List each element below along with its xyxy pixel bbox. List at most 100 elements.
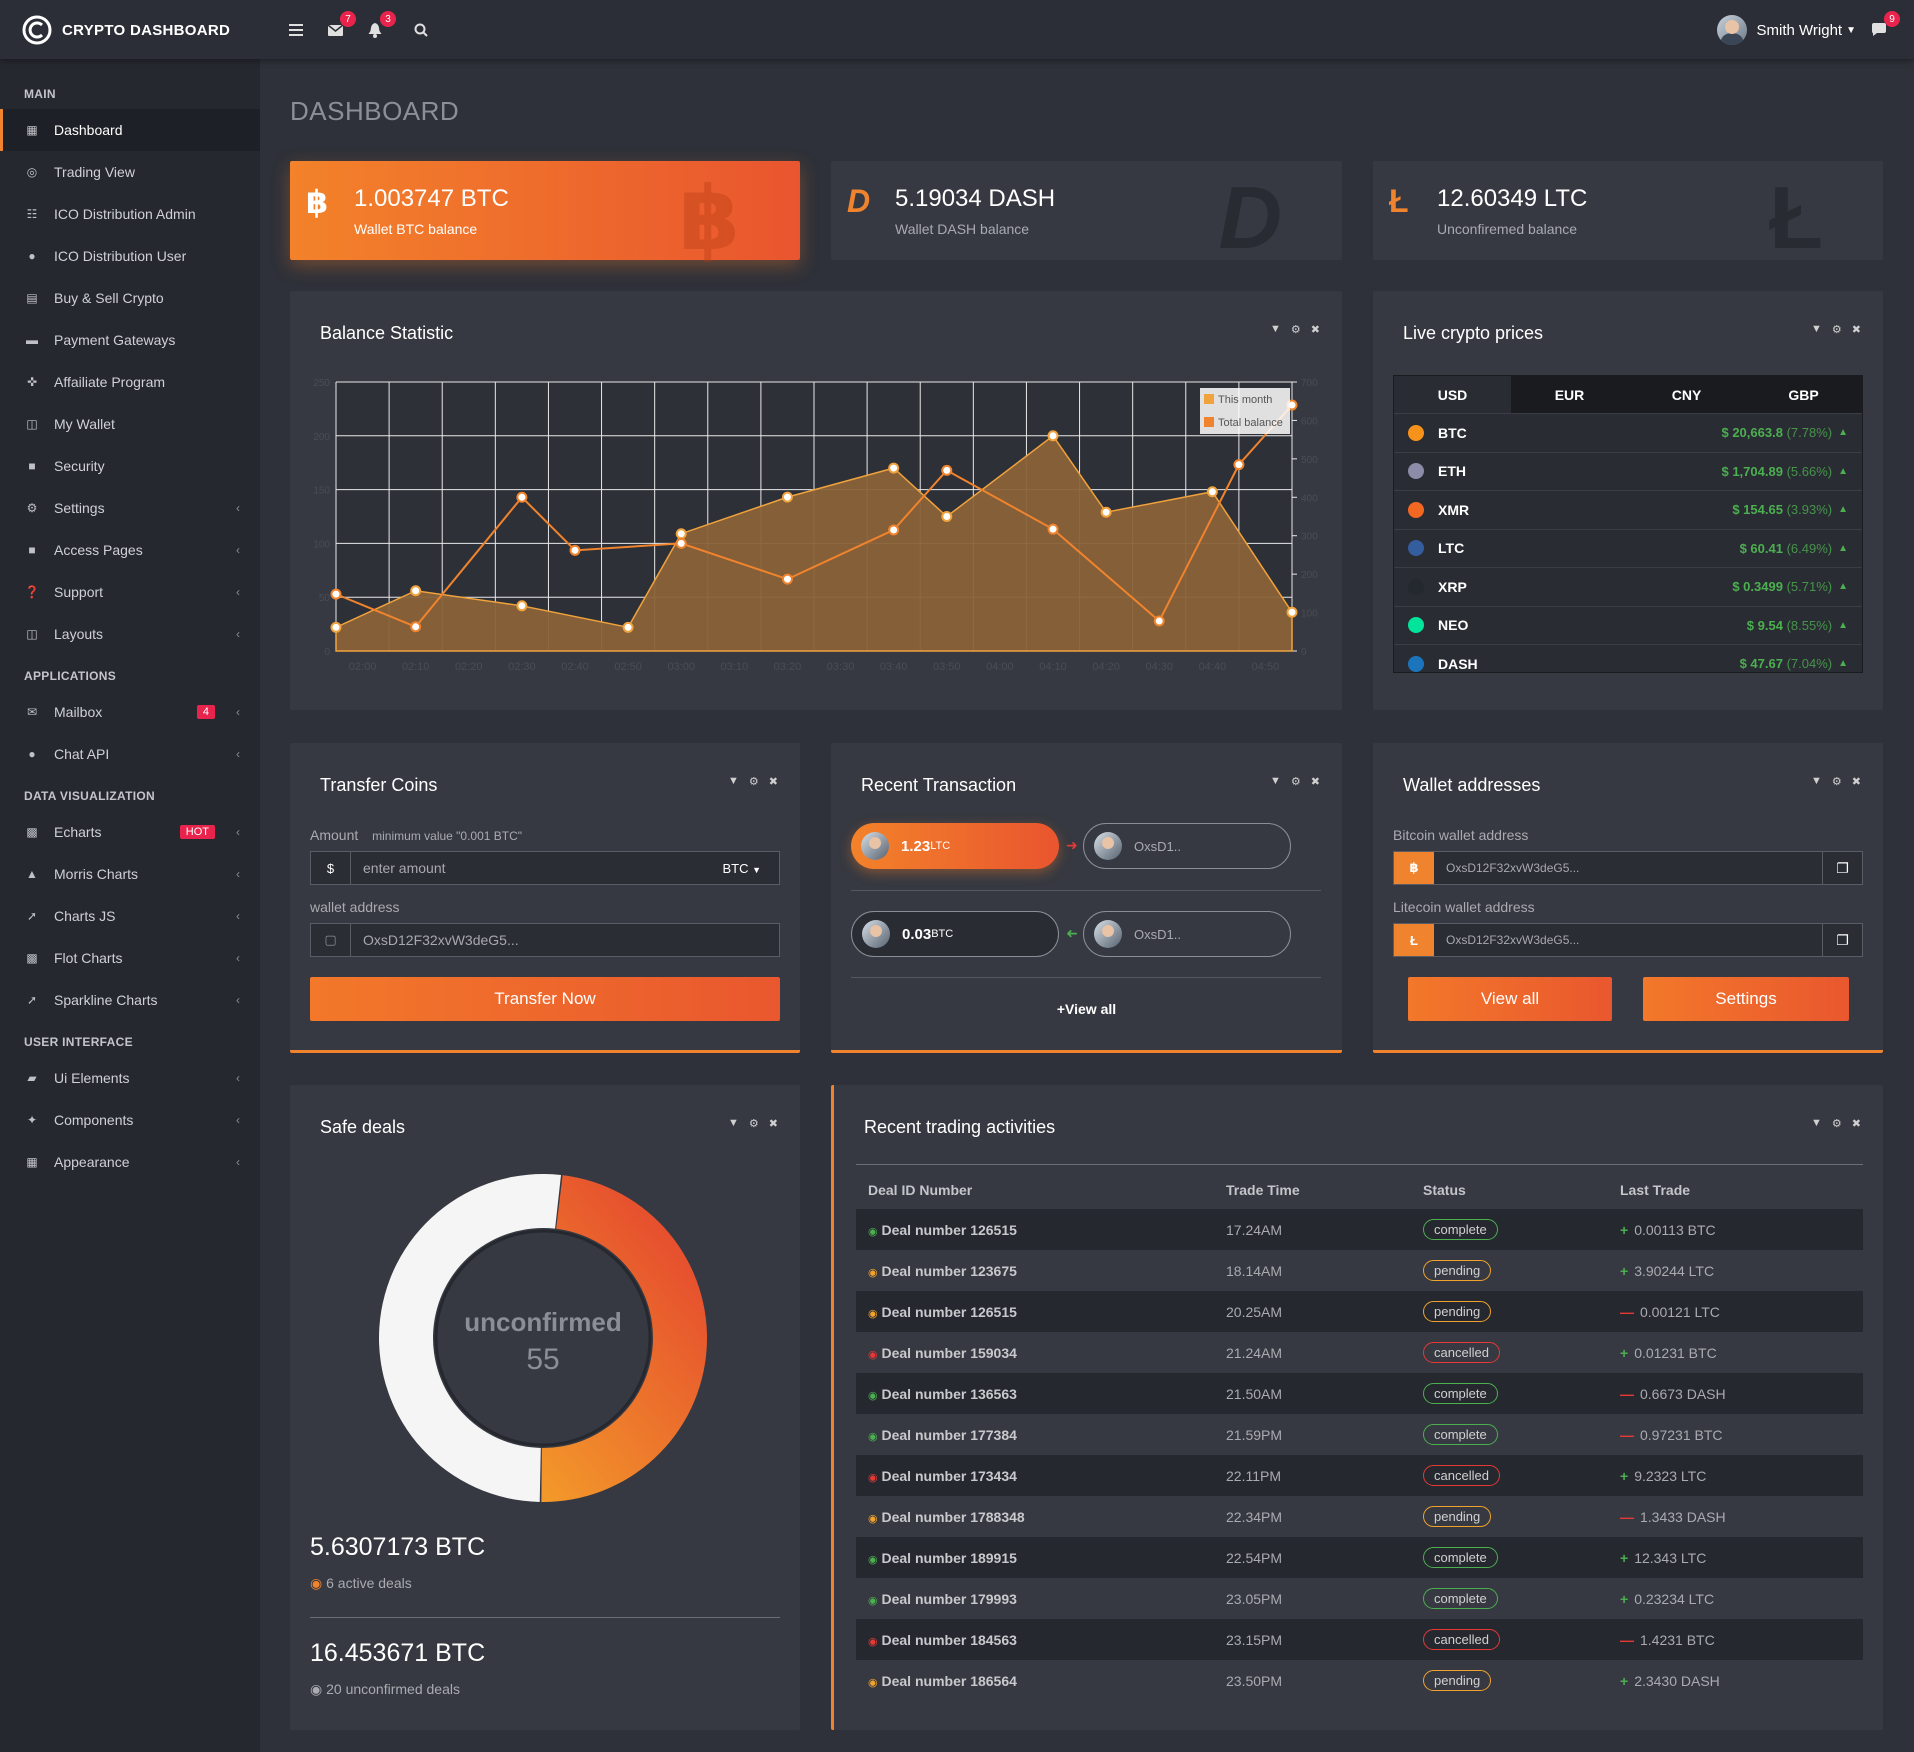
- wallet-input[interactable]: ▢ OxsD12F32xvW3deG5...: [310, 923, 780, 957]
- search-icon[interactable]: [410, 19, 432, 41]
- sidebar-item-chat-api[interactable]: ● Chat API ‹: [0, 733, 260, 775]
- tx-from-pill[interactable]: 0.03 BTC: [851, 911, 1059, 957]
- sidebar-item-access-pages[interactable]: ■ Access Pages ‹: [0, 529, 260, 571]
- copy-icon[interactable]: ❐: [1822, 852, 1862, 884]
- chat-icon[interactable]: 9: [1868, 11, 1900, 41]
- sidebar-item-payment-gateways[interactable]: ▬ Payment Gateways: [0, 319, 260, 361]
- price-row[interactable]: XMR $ 154.65 (3.93%) ▲: [1394, 490, 1862, 529]
- gear-icon[interactable]: ⚙: [1831, 776, 1842, 788]
- table-row[interactable]: ◉ Deal number 173434 22.11PM cancelled +9.2…: [856, 1455, 1863, 1496]
- sidebar-item-my-wallet[interactable]: ◫ My Wallet: [0, 403, 260, 445]
- price-row[interactable]: ETH $ 1,704.89 (5.66%) ▲: [1394, 451, 1862, 491]
- table-row[interactable]: ◉ Deal number 159034 21.24AM cancelled +0.0…: [856, 1332, 1863, 1373]
- sidebar-item-echarts[interactable]: ▩ Echarts HOT ‹: [0, 811, 260, 853]
- close-icon[interactable]: ✖: [1851, 776, 1861, 788]
- collapse-icon[interactable]: ▼: [1270, 323, 1281, 335]
- tab-gbp[interactable]: GBP: [1788, 386, 1819, 403]
- copy-icon[interactable]: ❐: [1822, 924, 1862, 956]
- gear-icon[interactable]: ⚙: [1290, 776, 1301, 788]
- sidebar-item-trading-view[interactable]: ◎ Trading View: [0, 151, 260, 193]
- tab-usd[interactable]: USD: [1394, 376, 1511, 413]
- close-icon[interactable]: ✖: [1851, 324, 1861, 336]
- collapse-icon[interactable]: ▼: [728, 1117, 739, 1129]
- deal-cell: ◉ Deal number 173434: [868, 1467, 1017, 1484]
- sidebar-item-ico-distribution-user[interactable]: ● ICO Distribution User: [0, 235, 260, 277]
- gear-icon[interactable]: ⚙: [748, 1118, 759, 1130]
- collapse-icon[interactable]: ▼: [1811, 1117, 1822, 1129]
- menu-toggle-icon[interactable]: [285, 19, 307, 41]
- bell-icon[interactable]: 3: [364, 11, 396, 41]
- table-row[interactable]: ◉ Deal number 136563 21.50AM complete —0.66…: [856, 1373, 1863, 1414]
- collapse-icon[interactable]: ▼: [1270, 775, 1281, 787]
- close-icon[interactable]: ✖: [768, 776, 778, 788]
- view-all-link[interactable]: +View all: [1056, 1001, 1117, 1017]
- status-badge: complete: [1423, 1219, 1498, 1240]
- sidebar-item-ui-elements[interactable]: ▰ Ui Elements ‹: [0, 1057, 260, 1099]
- collapse-icon[interactable]: ▼: [1811, 775, 1822, 787]
- table-row[interactable]: ◉ Deal number 186564 23.50PM pending +2.343…: [856, 1660, 1863, 1701]
- close-icon[interactable]: ✖: [1851, 1118, 1861, 1130]
- sidebar-item-layouts[interactable]: ◫ Layouts ‹: [0, 613, 260, 655]
- this-month-point: [410, 585, 422, 597]
- transfer-now-button[interactable]: Transfer Now: [310, 977, 780, 1021]
- balance-statistic-card: Balance Statistic ▼ ⚙ ✖ 0 50 100 150 200 250 0…: [290, 291, 1342, 710]
- sidebar-item-affailiate-program[interactable]: ✜ Affailiate Program: [0, 361, 260, 403]
- sidebar-item-dashboard[interactable]: ▦ Dashboard: [0, 109, 260, 151]
- close-icon[interactable]: ✖: [1310, 776, 1320, 788]
- collapse-icon[interactable]: ▼: [1811, 323, 1822, 335]
- stat-card-btc: ฿ 1.003747 BTC Wallet BTC balance ฿: [290, 161, 800, 268]
- close-icon[interactable]: ✖: [768, 1118, 778, 1130]
- btc-wallet-input[interactable]: ฿ OxsD12F32xvW3deG5... ❐: [1393, 851, 1863, 885]
- sidebar-item-components[interactable]: ✦ Components ‹: [0, 1099, 260, 1141]
- currency-select[interactable]: BTC ▼: [722, 860, 761, 876]
- sidebar-item-morris-charts[interactable]: ▲ Morris Charts ‹: [0, 853, 260, 895]
- view-all-button[interactable]: View all: [1408, 977, 1612, 1021]
- sidebar-item-settings[interactable]: ⚙ Settings ‹: [0, 487, 260, 529]
- price-row[interactable]: BTC $ 20,663.8 (7.78%) ▲: [1394, 413, 1862, 452]
- sidebar-item-security[interactable]: ■ Security: [0, 445, 260, 487]
- top-bar: CRYPTO DASHBOARD 7 3 Smith Wright ▼ 9: [0, 0, 1914, 59]
- sidebar-item-support[interactable]: ❓ Support ‹: [0, 571, 260, 613]
- tab-eur[interactable]: EUR: [1554, 386, 1585, 403]
- bar-chart-icon: ▩: [26, 951, 38, 965]
- table-row[interactable]: ◉ Deal number 184563 23.15PM cancelled —1.4…: [856, 1619, 1863, 1660]
- table-row[interactable]: ◉ Deal number 126515 20.25AM pending —0.001…: [856, 1291, 1863, 1332]
- table-row[interactable]: ◉ Deal number 123675 18.14AM pending +3.902…: [856, 1250, 1863, 1291]
- price-row[interactable]: DASH $ 47.67 (7.04%) ▲: [1394, 644, 1862, 683]
- tx-to-pill[interactable]: OxsD1..: [1083, 911, 1291, 957]
- price-row[interactable]: XRP $ 0.3499 (5.71%) ▲: [1394, 567, 1862, 606]
- user-menu[interactable]: Smith Wright ▼: [1716, 15, 1856, 45]
- tx-address: OxsD1..: [1134, 838, 1181, 854]
- settings-button[interactable]: Settings: [1643, 977, 1849, 1021]
- amount-input[interactable]: $ enter amount BTC ▼: [310, 851, 780, 885]
- sidebar-item-buy-sell-crypto[interactable]: ▤ Buy & Sell Crypto: [0, 277, 260, 319]
- gear-icon[interactable]: ⚙: [1290, 324, 1301, 336]
- chevron-down-icon: ▼: [1846, 24, 1856, 36]
- close-icon[interactable]: ✖: [1310, 324, 1320, 336]
- tx-from-pill[interactable]: 1.23 LTC: [851, 823, 1059, 869]
- tx-to-pill[interactable]: OxsD1..: [1083, 823, 1291, 869]
- price-row[interactable]: LTC $ 60.41 (6.49%) ▲: [1394, 528, 1862, 568]
- gear-icon[interactable]: ⚙: [748, 776, 759, 788]
- sidebar: MAIN ▦ Dashboard ◎ Trading View ☷ ICO Distribu…: [0, 59, 260, 1752]
- sidebar-item-ico-distribution-admin[interactable]: ☷ ICO Distribution Admin: [0, 193, 260, 235]
- legend-swatch: [1204, 394, 1214, 404]
- price-row[interactable]: NEO $ 9.54 (8.55%) ▲: [1394, 605, 1862, 645]
- gear-icon[interactable]: ⚙: [1831, 324, 1842, 336]
- sidebar-item-sparkline-charts[interactable]: ➚ Sparkline Charts ‹: [0, 979, 260, 1021]
- table-row[interactable]: ◉ Deal number 179993 23.05PM complete +0.23…: [856, 1578, 1863, 1619]
- sidebar-item-appearance[interactable]: ▦ Appearance ‹: [0, 1141, 260, 1183]
- table-row[interactable]: ◉ Deal number 189915 22.54PM complete +12.3…: [856, 1537, 1863, 1578]
- mail-icon[interactable]: 7: [324, 11, 356, 41]
- sidebar-item-charts-js[interactable]: ➚ Charts JS ‹: [0, 895, 260, 937]
- ltc-wallet-input[interactable]: Ł OxsD12F32xvW3deG5... ❐: [1393, 923, 1863, 957]
- collapse-icon[interactable]: ▼: [728, 775, 739, 787]
- tab-cny[interactable]: CNY: [1671, 386, 1702, 403]
- table-row[interactable]: ◉ Deal number 1788348 22.34PM pending —1.34…: [856, 1496, 1863, 1537]
- gear-icon[interactable]: ⚙: [1831, 1118, 1842, 1130]
- sidebar-item-flot-charts[interactable]: ▩ Flot Charts ‹: [0, 937, 260, 979]
- table-row[interactable]: ◉ Deal number 177384 21.59PM complete —0.97…: [856, 1414, 1863, 1455]
- sidebar-item-mailbox[interactable]: ✉ Mailbox 4 ‹: [0, 691, 260, 733]
- table-row[interactable]: ◉ Deal number 126515 17.24AM complete +0.00…: [856, 1209, 1863, 1250]
- brand[interactable]: CRYPTO DASHBOARD: [22, 14, 230, 46]
